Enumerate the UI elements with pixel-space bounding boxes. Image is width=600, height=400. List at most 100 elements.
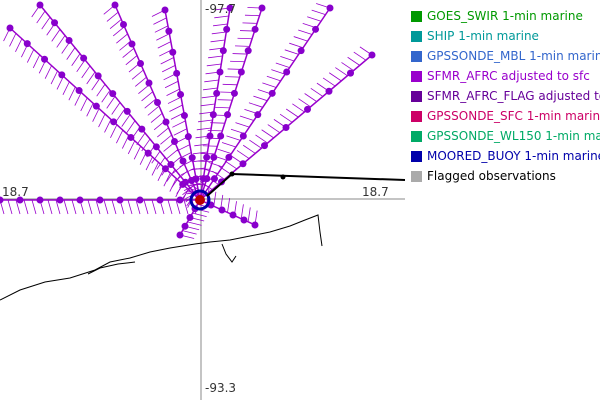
- track-observation: [237, 68, 245, 76]
- track-observation: [217, 132, 225, 140]
- track-observation: [224, 111, 232, 119]
- wind-barb: [307, 16, 322, 22]
- legend-item[interactable]: SHIP 1-min marine: [408, 26, 600, 46]
- legend-item[interactable]: Flagged observations: [408, 166, 600, 186]
- wind-barb: [235, 122, 250, 128]
- wind-barb: [127, 199, 133, 215]
- coastline-lagoon: [87, 261, 136, 275]
- coastline-path: [0, 214, 323, 301]
- legend-item[interactable]: MOORED_BUOY 1-min marine: [408, 146, 600, 166]
- wind-barb: [275, 62, 290, 68]
- wind-barb: [62, 81, 70, 95]
- wind-barb: [206, 176, 219, 185]
- track-observation: [226, 4, 234, 12]
- legend-label: GPSSONDE_MBL 1-min marine: [427, 49, 600, 63]
- wind-barb: [103, 199, 109, 215]
- wind-barb: [141, 91, 154, 102]
- wind-barb: [116, 129, 124, 144]
- track-observation: [138, 125, 146, 133]
- legend: GOES_SWIR 1-min marine SHIP 1-min marine G…: [408, 6, 600, 186]
- wind-barb: [145, 156, 153, 171]
- legend-item[interactable]: GPSSONDE_SFC 1-min marine: [408, 106, 600, 126]
- wind-barb: [92, 108, 100, 122]
- wind-barb: [116, 33, 128, 44]
- wind-barb: [56, 35, 66, 48]
- track-observation: [312, 25, 320, 33]
- wind-barb: [164, 80, 179, 89]
- wind-barb: [292, 103, 305, 113]
- track-observation: [120, 21, 127, 28]
- wind-barb: [179, 160, 193, 168]
- wind-barb: [347, 56, 360, 66]
- track-observation: [96, 196, 104, 204]
- coastline: [0, 214, 323, 301]
- legend-label: GPSSONDE_WL150 1-min mar: [427, 129, 600, 143]
- track-observation: [186, 214, 194, 221]
- legend-swatch: [411, 110, 422, 122]
- wind-barb: [239, 115, 254, 121]
- wind-barb: [212, 155, 228, 161]
- wind-barb: [271, 69, 286, 75]
- wind-barb: [104, 119, 112, 133]
- coastline-inlet: [221, 243, 237, 263]
- wind-barb: [335, 67, 348, 77]
- track-observation: [111, 1, 119, 9]
- wind-barb: [154, 25, 169, 33]
- legend-item[interactable]: SFMR_AFRC_FLAG adjusted to: [408, 86, 600, 106]
- track-observation: [239, 160, 247, 168]
- track-observation: [36, 196, 44, 204]
- wind-barb: [111, 199, 117, 215]
- storm-center-markers: [189, 171, 405, 211]
- wind-barb: [143, 199, 149, 215]
- legend-label: MOORED_BUOY 1-min marine: [427, 149, 600, 163]
- wind-barb: [76, 59, 86, 73]
- track-observation: [258, 4, 266, 12]
- wind-barb: [204, 79, 219, 83]
- track-observation: [76, 196, 84, 204]
- axis-label-top: -97.7: [205, 2, 236, 16]
- track-observation: [181, 222, 189, 230]
- track-observation: [282, 124, 290, 131]
- ship-position: [280, 174, 286, 180]
- legend-item[interactable]: GPSSONDE_WL150 1-min mar: [408, 126, 600, 146]
- wind-barb: [126, 120, 136, 133]
- wind-barb: [74, 92, 82, 106]
- wind-barb: [112, 26, 125, 37]
- wind-barb: [136, 132, 146, 146]
- track-observation: [51, 19, 59, 27]
- wind-barb: [156, 157, 166, 170]
- legend-item[interactable]: SFMR_AFRC adjusted to sfc: [408, 66, 600, 86]
- wind-barb: [284, 49, 299, 55]
- wind-barb: [217, 148, 232, 155]
- legend-item[interactable]: GOES_SWIR 1-min marine: [408, 6, 600, 26]
- track-observation: [216, 68, 224, 76]
- wind-barb: [157, 41, 172, 49]
- track-observation: [116, 196, 124, 204]
- track-observation: [136, 196, 144, 204]
- wind-observation-map[interactable]: -97.7 -93.3 18.7 18.7: [0, 0, 405, 400]
- track-observation: [123, 107, 131, 115]
- wind-barb: [144, 98, 157, 109]
- wind-barb: [210, 39, 226, 43]
- wind-barb: [176, 144, 190, 152]
- wind-barb: [208, 161, 223, 168]
- wind-barb: [87, 199, 93, 215]
- wind-barb: [68, 86, 76, 101]
- track-observation: [92, 102, 100, 110]
- track-observation: [297, 47, 305, 55]
- legend-item[interactable]: GPSSONDE_MBL 1-min marine: [408, 46, 600, 66]
- wind-barb: [226, 135, 241, 141]
- wind-barb: [26, 49, 35, 63]
- wind-barb: [193, 151, 208, 155]
- gpssonde-marker: [195, 195, 205, 205]
- wind-barb: [304, 93, 317, 102]
- wind-barb: [199, 181, 213, 190]
- wind-barb: [187, 221, 202, 226]
- wind-barb: [147, 105, 160, 116]
- track-observation: [239, 132, 247, 140]
- wind-barb: [157, 127, 169, 138]
- legend-swatch: [411, 10, 422, 22]
- wind-barb: [125, 55, 138, 66]
- wind-barb: [134, 76, 147, 87]
- wind-barb: [310, 87, 324, 97]
